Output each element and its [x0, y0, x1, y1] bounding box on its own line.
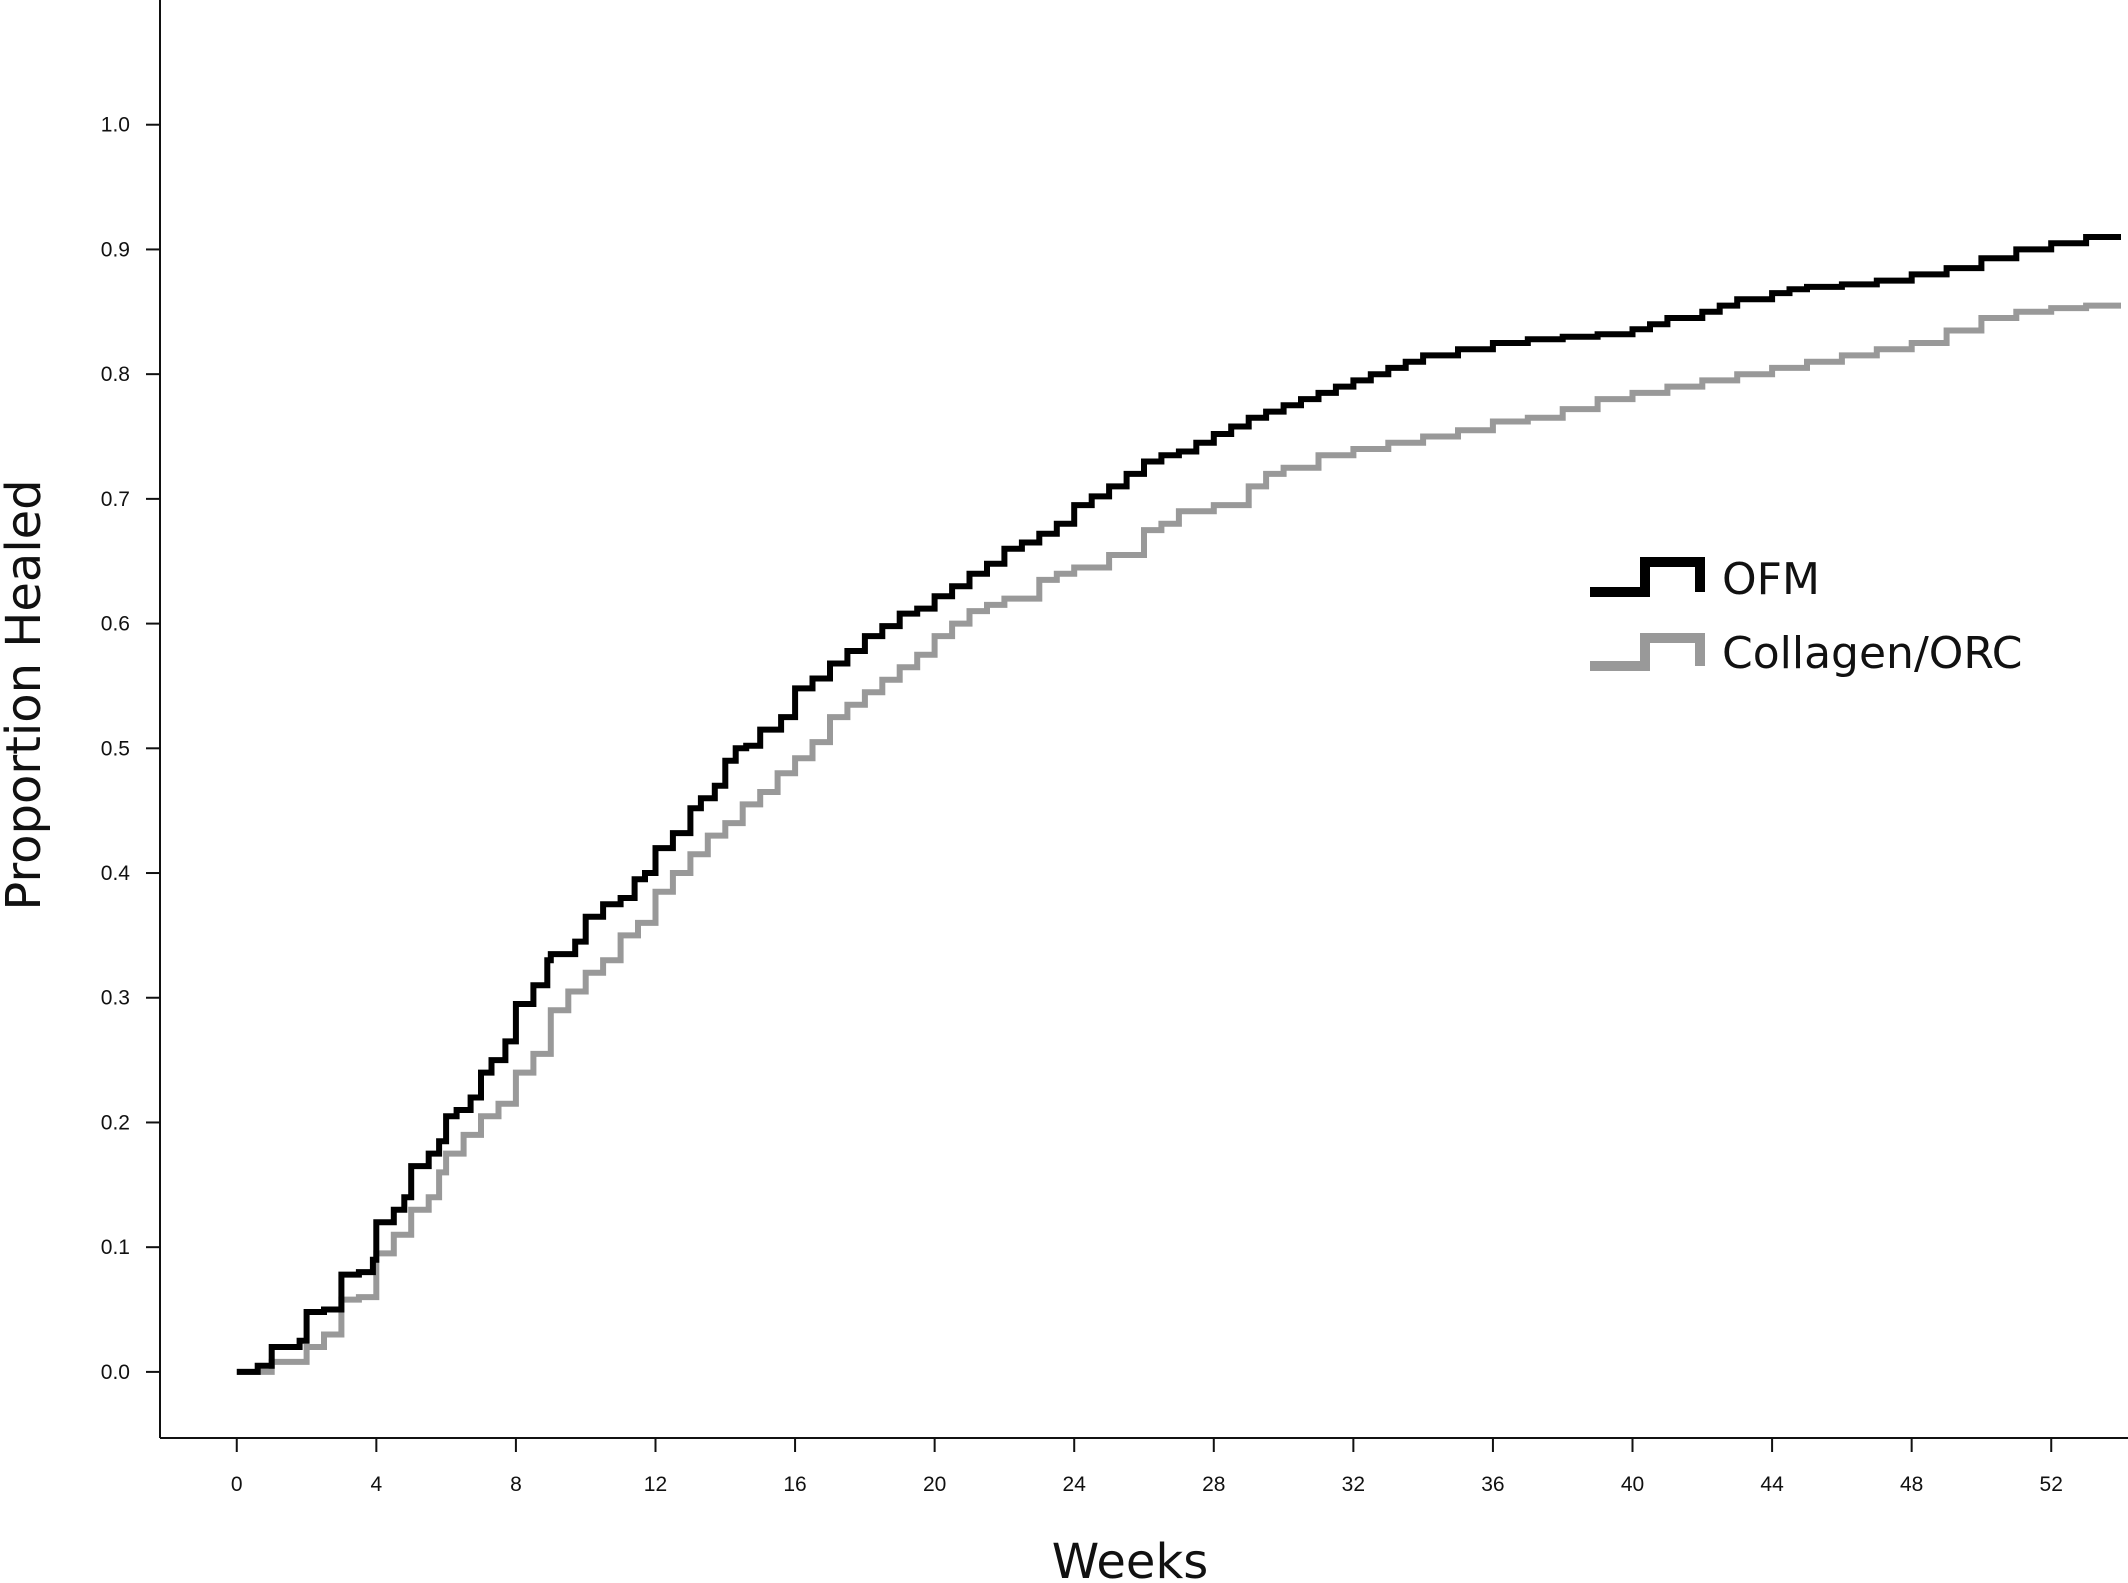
y-tick-label: 1.0: [101, 114, 130, 137]
y-tick-label: 0.5: [101, 737, 130, 760]
y-ticks: 0.0 0.1 0.2 0.3 0.4 0.5 0.6 0.7 0.8 0.9 1.0: [101, 114, 160, 1384]
series-line-collagen-orc: [236, 302, 2121, 1375]
legend-label-ofm: OFM: [1722, 554, 1820, 605]
x-tick-label: 12: [644, 1473, 667, 1496]
series-line-ofm: [236, 234, 2121, 1375]
axes: [159, 0, 2128, 1439]
y-tick-label: 0.2: [101, 1111, 130, 1134]
x-tick-label: 16: [783, 1473, 806, 1496]
x-tick-label: 8: [510, 1473, 522, 1496]
series-layer: [236, 234, 2121, 1375]
x-tick-label: 20: [923, 1473, 946, 1496]
x-tick-label: 4: [370, 1473, 382, 1496]
y-tick-label: 0.0: [101, 1361, 130, 1384]
x-ticks: 0 4 8 12 16 20 24 28 32 36 40 44 48 52: [231, 1438, 2063, 1496]
x-tick-label: 0: [231, 1473, 243, 1496]
x-tick-label: 52: [2040, 1473, 2063, 1496]
y-tick-label: 0.6: [101, 613, 130, 636]
y-axis-title: Proportion Healed: [0, 479, 52, 910]
legend-swatch-collagen-orc: [1590, 633, 1705, 671]
x-tick-label: 48: [1900, 1473, 1923, 1496]
y-tick-label: 0.7: [101, 488, 130, 511]
y-tick-label: 0.9: [101, 238, 130, 261]
x-tick-label: 40: [1621, 1473, 1644, 1496]
y-tick-label: 0.4: [101, 862, 131, 885]
y-tick-label: 0.8: [101, 363, 130, 386]
x-axis-title: Weeks: [1052, 1534, 1209, 1583]
legend: OFM Collagen/ORC: [1590, 554, 2023, 679]
x-tick-label: 28: [1202, 1473, 1225, 1496]
x-tick-label: 32: [1342, 1473, 1365, 1496]
y-tick-label: 0.3: [101, 987, 130, 1010]
x-tick-label: 24: [1063, 1473, 1087, 1496]
y-tick-label: 0.1: [101, 1236, 130, 1259]
x-tick-label: 44: [1760, 1473, 1784, 1496]
legend-swatch-ofm: [1590, 557, 1705, 597]
legend-label-collagen-orc: Collagen/ORC: [1722, 628, 2023, 679]
x-tick-label: 36: [1481, 1473, 1504, 1496]
